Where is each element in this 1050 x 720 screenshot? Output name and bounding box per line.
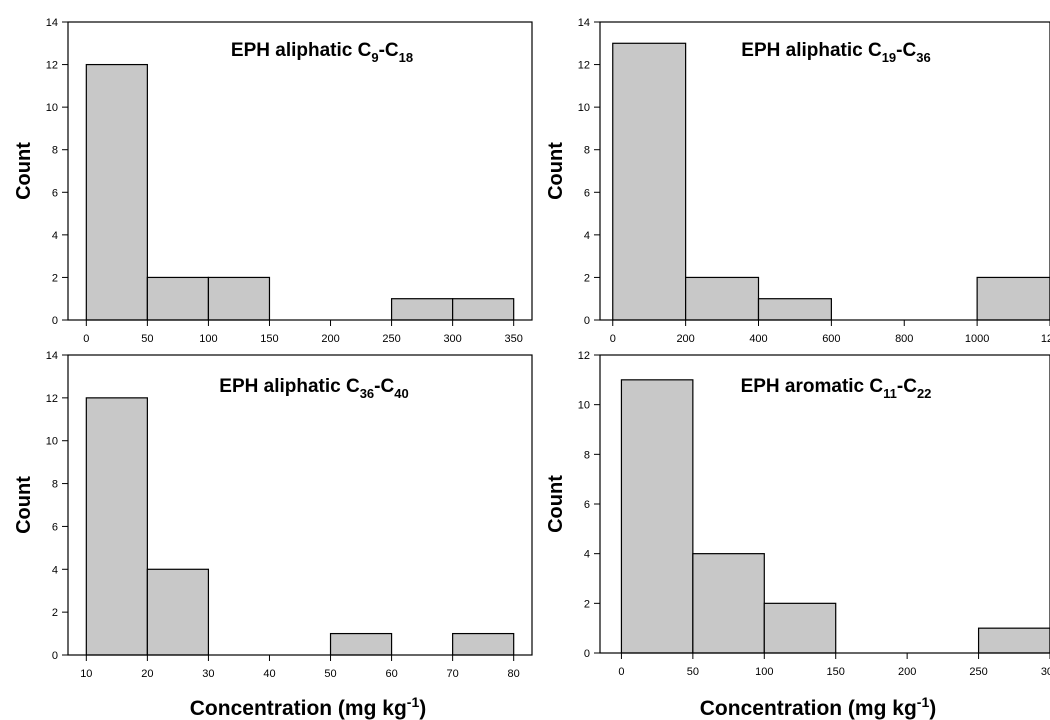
chart-title: EPH aliphatic C36-C40 [219,376,408,401]
x-tick-label: 300 [1041,666,1050,678]
x-tick-label: 60 [385,668,397,680]
histogram-bar [612,42,687,321]
y-tick-label: 2 [52,272,58,284]
histogram-bar [85,397,148,656]
histogram-panel-2: 0 2 4 6 8 10 12 14 0 200 400 600 800 1000 120 Count EPH … [545,17,1050,345]
x-tick-label: 150 [260,333,278,345]
x-tick-label: 40 [263,668,275,680]
y-tick-label: 2 [52,607,58,619]
y-axis-label: Count [13,142,35,200]
y-axis-label: Count [545,475,567,533]
histogram-bar [685,276,760,321]
y-tick-label: 12 [578,350,590,362]
y-tick-label: 4 [584,230,590,242]
x-tick-label: 0 [618,666,624,678]
histogram-bar [85,63,148,321]
y-tick-label: 12 [46,393,58,405]
x-tick-label: 50 [324,668,336,680]
plot-frame [67,21,533,321]
histogram-bar [146,276,210,321]
x-tick-label: 80 [508,668,520,680]
histogram-bar [329,632,393,656]
histogram-bar [390,298,454,321]
histogram-bar [763,602,837,654]
y-tick-label: 2 [584,598,590,610]
histogram-bar [146,568,210,656]
histogram-bar [452,632,515,656]
y-tick-label: 10 [578,102,590,114]
histogram-bar [620,379,694,654]
y-tick-label: 0 [52,315,58,327]
x-tick-label: 200 [676,333,694,345]
y-tick-label: 8 [52,479,58,491]
histogram-bar [976,276,1050,321]
y-tick-label: 12 [578,60,590,72]
y-tick-label: 6 [584,187,590,199]
y-tick-label: 0 [584,315,590,327]
histogram-panel-3: 0 2 4 6 8 10 12 14 10 20 30 40 50 60 70 80 Count EPH alip… [13,350,533,680]
x-tick-label: 800 [895,333,913,345]
x-tick-label: 250 [382,333,400,345]
histogram-bar [977,627,1050,654]
histogram-bar [452,298,515,321]
x-tick-label: 0 [83,333,89,345]
x-tick-label: 10 [80,668,92,680]
y-tick-label: 6 [52,187,58,199]
y-axis-label: Count [13,476,35,534]
y-tick-label: 14 [578,17,590,29]
histogram-bar [757,298,832,321]
x-tick-label: 50 [141,333,153,345]
x-tick-label: 350 [505,333,523,345]
x-tick-label: 30 [202,668,214,680]
x-tick-label: 100 [199,333,217,345]
histogram-bar [207,276,271,321]
y-tick-label: 12 [46,60,58,72]
y-axis-label: Count [545,142,567,200]
y-tick-label: 8 [584,449,590,461]
x-axis-label-right: Concentration (mg kg-1) [700,694,936,720]
y-tick-label: 6 [584,499,590,511]
x-tick-label: 1000 [965,333,989,345]
y-tick-label: 0 [584,648,590,660]
y-tick-label: 4 [584,549,590,561]
y-tick-label: 4 [52,230,58,242]
x-tick-label: 50 [687,666,699,678]
y-tick-label: 10 [46,436,58,448]
x-axis-label-left: Concentration (mg kg-1) [190,694,426,720]
y-tick-label: 0 [52,650,58,662]
y-tick-label: 2 [584,272,590,284]
y-tick-label: 6 [52,521,58,533]
x-tick-label: 120 [1041,333,1050,345]
histogram-bar [692,553,765,654]
y-tick-label: 8 [584,145,590,157]
y-tick-label: 10 [578,400,590,412]
x-tick-label: 70 [447,668,459,680]
chart-title: EPH aliphatic C19-C36 [741,40,930,65]
x-tick-label: 200 [321,333,339,345]
x-tick-label: 300 [443,333,461,345]
y-tick-label: 4 [52,564,58,576]
x-tick-label: 200 [898,666,916,678]
y-tick-label: 8 [52,145,58,157]
x-tick-label: 250 [969,666,987,678]
histogram-panel-1: 0 2 4 6 8 10 12 14 0 50 100 150 200 250 300 350 Count EPH… [13,17,533,345]
chart-title: EPH aliphatic C9-C18 [231,40,413,65]
y-tick-label: 14 [46,17,58,29]
y-tick-label: 10 [46,102,58,114]
x-tick-label: 400 [749,333,767,345]
x-tick-label: 100 [755,666,773,678]
y-tick-label: 14 [46,350,58,362]
chart-title: EPH aromatic C11-C22 [741,376,932,401]
x-tick-label: 600 [822,333,840,345]
plot-frame [599,21,1050,321]
plot-frame [67,354,533,656]
x-tick-label: 150 [827,666,845,678]
histogram-panel-4: 0 2 4 6 8 10 12 0 50 100 150 200 250 300 Count EPH arom… [545,350,1050,678]
x-tick-label: 0 [610,333,616,345]
x-tick-label: 20 [141,668,153,680]
